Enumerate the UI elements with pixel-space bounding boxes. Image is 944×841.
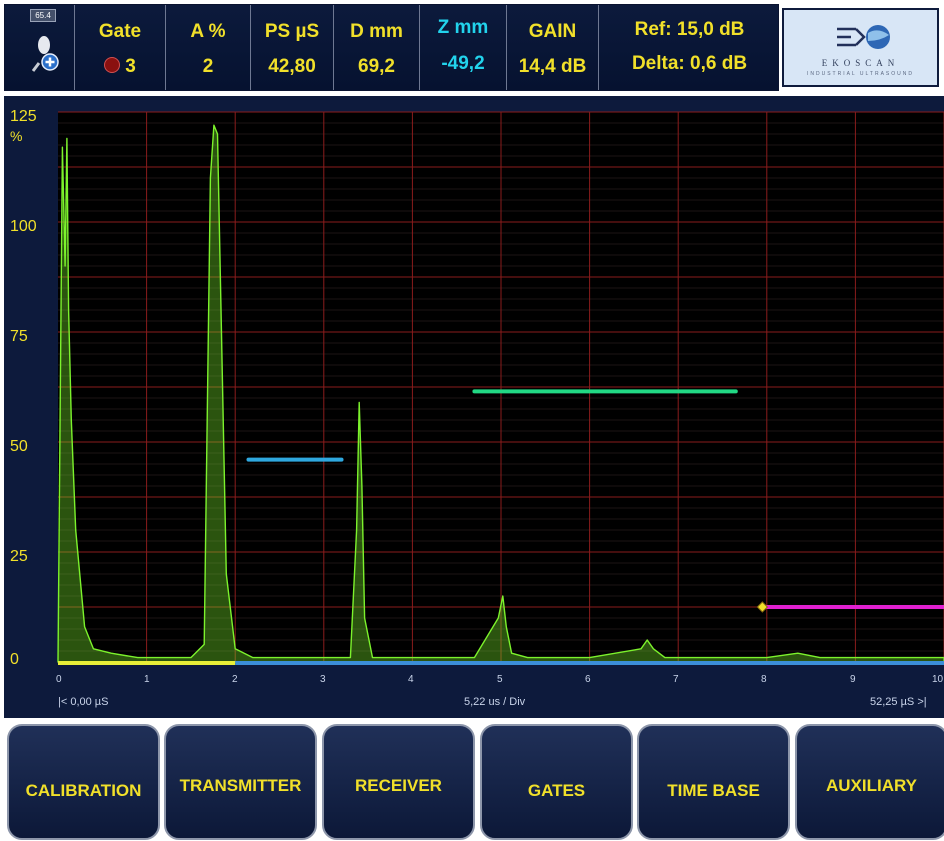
logo-text: EKOSCAN: [821, 58, 900, 68]
x-tick-label: 0: [56, 674, 62, 685]
delta-value: Delta: 0,6 dB: [631, 53, 748, 74]
receiver-button[interactable]: RECEIVER: [322, 724, 475, 840]
x-scale-label: 5,22 us / Div: [464, 696, 526, 708]
y-tick-label: 100: [10, 218, 37, 235]
receiver-button-label: RECEIVER: [355, 776, 442, 795]
auxiliary-button[interactable]: AUXILIARY: [795, 724, 944, 840]
ascan-display[interactable]: 125 % 100 75 50 25 0 0 1 2 3 4 5 6 7 8 9…: [4, 96, 944, 718]
x-tick-label: 2: [232, 674, 238, 685]
ascan-signal-trace: [57, 124, 944, 663]
x-tick-label: 3: [320, 674, 326, 685]
ref-value: Ref: 15,0 dB: [634, 19, 745, 40]
ekoscan-logo-icon: [837, 25, 890, 49]
zoom-value: 65.4: [30, 9, 56, 22]
amplitude-readout: A % 2: [166, 5, 251, 90]
x-tick-label: 10: [932, 674, 944, 685]
x-tick-label: 6: [585, 674, 591, 685]
time-base-button[interactable]: TIME BASE: [637, 724, 790, 840]
calibration-button-label: CALIBRATION: [25, 781, 142, 800]
x-start-label: |< 0,00 µS: [58, 696, 109, 708]
gain-readout[interactable]: GAIN 14,4 dB: [507, 5, 599, 90]
status-header: 65.4 Gate 3 A % 2 PS µS 42,80 D mm: [0, 0, 944, 97]
depth-readout: D mm 69,2: [334, 5, 420, 90]
auxiliary-button-label: AUXILIARY: [826, 776, 917, 795]
time-base-button-label: TIME BASE: [667, 781, 760, 800]
menu-button-bar: CALIBRATION TRANSMITTER RECEIVER GATES T…: [0, 718, 944, 841]
x-tick-label: 1: [144, 674, 150, 685]
ascan-chart[interactable]: [4, 96, 944, 718]
logo-subtext: INDUSTRIAL ULTRASOUND: [806, 71, 914, 77]
y-unit-label: %: [10, 128, 23, 144]
magnifier-zoom-in-icon[interactable]: [32, 29, 64, 75]
gate-3-marker-icon: [756, 601, 769, 613]
depth-label: D mm: [350, 21, 403, 42]
ps-value: 42,80: [268, 56, 316, 77]
gates-button[interactable]: GATES: [480, 724, 633, 840]
x-tick-label: 4: [408, 674, 414, 685]
calibration-button[interactable]: CALIBRATION: [7, 724, 160, 840]
y-tick-label: 50: [10, 438, 28, 455]
x-tick-label: 5: [497, 674, 503, 685]
x-tick-label: 9: [850, 674, 856, 685]
transmitter-button[interactable]: TRANSMITTER: [164, 724, 317, 840]
y-tick-label: 25: [10, 548, 28, 565]
z-readout: Z mm -49,2: [420, 5, 507, 90]
header-panel: 65.4 Gate 3 A % 2 PS µS 42,80 D mm: [4, 4, 779, 91]
depth-value: 69,2: [358, 56, 395, 77]
y-tick-label: 75: [10, 328, 28, 345]
z-value: -49,2: [441, 53, 485, 74]
amplitude-label: A %: [190, 21, 226, 42]
baseline-blue-bar: [235, 661, 944, 665]
ps-label: PS µS: [264, 21, 320, 42]
ps-readout: PS µS 42,80: [251, 5, 334, 90]
gate-indicator-icon: [104, 57, 121, 73]
gate-readout[interactable]: Gate 3: [74, 5, 166, 90]
zoom-control[interactable]: 65.4: [18, 5, 74, 90]
reference-readout: Ref: 15,0 dB Delta: 0,6 dB: [599, 5, 780, 90]
baseline-yellow-bar: [58, 661, 236, 665]
x-end-label: 52,25 µS >|: [870, 696, 927, 708]
gate-value-row: 3: [75, 56, 165, 78]
z-label: Z mm: [437, 17, 489, 38]
gate-value: 3: [125, 56, 136, 77]
gates-button-label: GATES: [527, 781, 586, 800]
ekoscan-logo: EKOSCAN INDUSTRIAL ULTRASOUND: [782, 8, 939, 87]
x-tick-label: 7: [673, 674, 679, 685]
y-tick-label: 125: [10, 108, 37, 125]
gain-label: GAIN: [528, 21, 577, 42]
gain-value: 14,4 dB: [518, 56, 587, 77]
gate-label: Gate: [98, 21, 142, 42]
y-tick-label: 0: [10, 651, 19, 668]
amplitude-value: 2: [202, 56, 214, 77]
x-tick-label: 8: [761, 674, 767, 685]
transmitter-button-label: TRANSMITTER: [179, 776, 302, 795]
